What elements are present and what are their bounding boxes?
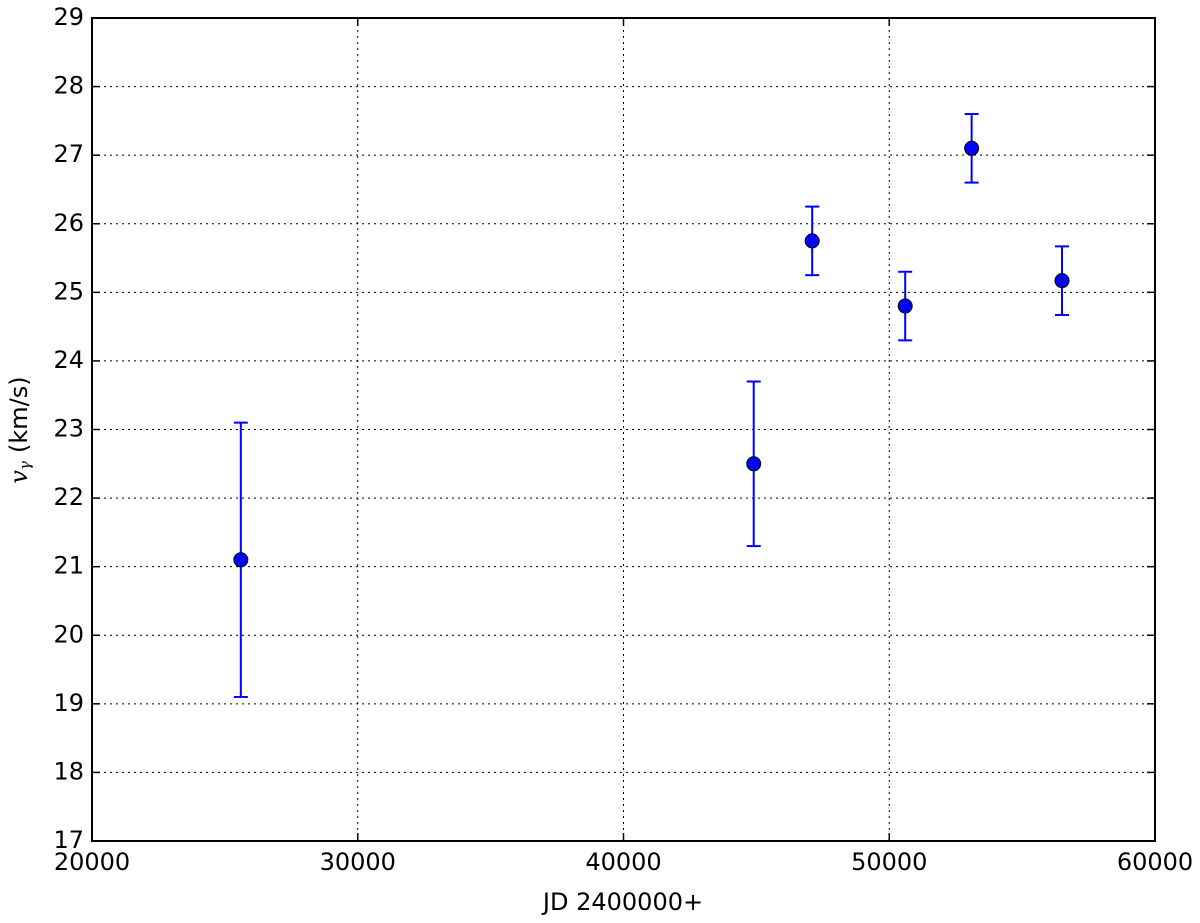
x-tick-label: 50000	[851, 848, 927, 876]
y-tick-label: 28	[53, 72, 84, 100]
x-tick-label: 40000	[585, 848, 661, 876]
point	[233, 552, 249, 568]
point	[964, 140, 980, 156]
y-tick-label: 24	[53, 346, 84, 374]
point	[1054, 273, 1070, 289]
y-tick-label: 17	[53, 826, 84, 854]
point	[897, 298, 913, 314]
x-tick-label: 20000	[54, 848, 130, 876]
y-tick-label: 27	[53, 140, 84, 168]
point	[804, 233, 820, 249]
x-tick-label: 60000	[1117, 848, 1193, 876]
plot-frame	[91, 17, 1156, 842]
y-tick-label: 18	[53, 757, 84, 785]
x-axis-label: JD 2400000+	[541, 888, 703, 916]
x-tick-label: 30000	[320, 848, 396, 876]
y-tick-label: 22	[53, 483, 84, 511]
y-tick-label: 29	[53, 3, 84, 31]
y-tick-label: 20	[53, 620, 84, 648]
y-tick-label: 26	[53, 209, 84, 237]
y-label-symbol: v	[5, 470, 33, 484]
y-label-subscript: γ	[16, 461, 34, 470]
y-axis-label: vγ (km/s)	[5, 376, 35, 483]
y-label-unit: (km/s)	[5, 376, 33, 453]
y-tick-label: 23	[53, 415, 84, 443]
y-tick-label: 25	[53, 277, 84, 305]
y-tick-label: 21	[53, 552, 84, 580]
y-tick-label: 19	[53, 689, 84, 717]
point	[746, 456, 762, 472]
